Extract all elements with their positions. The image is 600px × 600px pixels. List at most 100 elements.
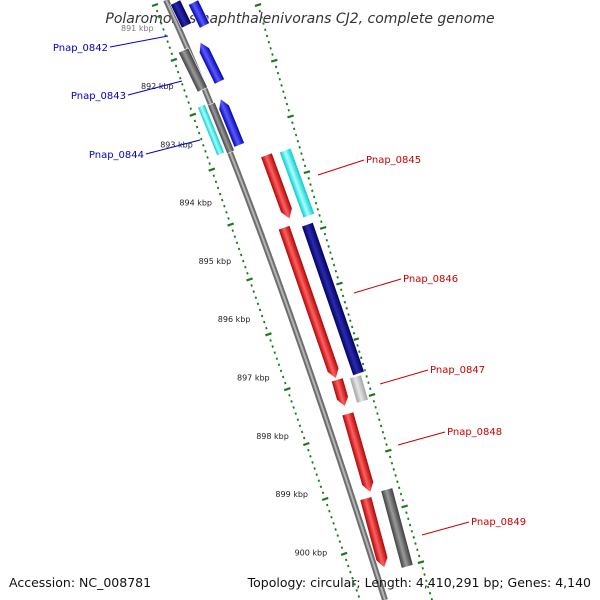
scale-tick <box>374 406 377 409</box>
gene-label[interactable]: Pnap_0842 <box>53 35 169 54</box>
gene-label[interactable]: Pnap_0847 <box>379 365 485 385</box>
scale-tick <box>256 302 260 306</box>
gene-red-arrow <box>331 377 349 407</box>
scale-tick <box>285 102 289 106</box>
gene-label-text[interactable]: Pnap_0843 <box>71 91 126 102</box>
scale-tick <box>390 461 394 465</box>
scale-tick <box>170 57 178 62</box>
gene-label-group: Pnap_0842 Pnap_0843 Pnap_0844 Pnap_0845 Pnap… <box>53 35 526 536</box>
gene-label[interactable]: Pnap_0844 <box>89 139 201 161</box>
scale-tick <box>170 52 174 56</box>
scale-tick <box>155 9 159 13</box>
scale-label: 897 kbp <box>237 374 270 383</box>
scale-tick <box>357 595 361 598</box>
scale-tick <box>200 137 203 141</box>
scale-tick <box>296 418 300 422</box>
scale-tick <box>349 570 352 574</box>
scale-tick <box>376 412 379 415</box>
scale-tick <box>347 564 350 568</box>
scale-tick <box>197 131 201 135</box>
gene-label-text[interactable]: Pnap_0846 <box>403 274 458 285</box>
scale-tick <box>283 387 291 392</box>
scale-tick <box>334 269 338 273</box>
gene-label-text[interactable]: Pnap_0847 <box>430 365 485 376</box>
scale-tick <box>340 551 348 556</box>
scale-tick <box>302 441 310 447</box>
gene-label-text[interactable]: Pnap_0848 <box>447 427 502 438</box>
scale-tick <box>345 307 348 310</box>
scale-tick <box>254 3 262 7</box>
scale-tick <box>225 210 228 214</box>
gene-label-text[interactable]: Pnap_0844 <box>89 150 144 161</box>
scale-tick <box>323 232 327 236</box>
gene-label[interactable]: Pnap_0848 <box>397 427 502 446</box>
gene-label-text[interactable]: Pnap_0842 <box>53 43 108 54</box>
scale-tick <box>383 437 386 440</box>
scale-tick <box>269 339 272 342</box>
scale-tick <box>303 170 311 175</box>
scale-tick <box>307 177 310 180</box>
scale-tick <box>307 448 310 452</box>
gene-label[interactable]: Pnap_0845 <box>317 155 421 176</box>
scale-tick <box>369 387 372 391</box>
scale-tick <box>239 253 243 257</box>
scale-tick <box>350 325 354 329</box>
scale-tick <box>246 271 249 275</box>
scale-tick <box>336 276 339 279</box>
gene-label-text[interactable]: Pnap_0849 <box>471 517 526 528</box>
scale-tick <box>332 263 336 267</box>
scale-tick <box>319 225 327 230</box>
scale-tick <box>417 554 421 558</box>
scale-tick <box>269 47 272 50</box>
scale-tick <box>294 133 298 137</box>
gene-cyan-block <box>279 147 315 219</box>
scale-tick <box>250 284 253 287</box>
scale-tick <box>277 363 281 367</box>
scale-tick <box>410 529 414 533</box>
gene-red-arrow <box>359 496 389 569</box>
scale-tick <box>265 326 268 330</box>
scale-tick <box>287 114 295 119</box>
scale-tick <box>221 198 224 202</box>
scale-tick <box>338 540 342 543</box>
scale-tick <box>428 591 432 595</box>
scale-tick <box>271 53 274 56</box>
scale-tick <box>412 536 415 539</box>
gene-red-arrow <box>277 225 340 380</box>
tick-track-right <box>254 3 433 600</box>
scale-tick <box>321 491 325 495</box>
scale-tick <box>298 424 302 428</box>
scale-tick <box>300 152 303 155</box>
genome-summary: Topology: circular; Length: 4,410,291 bp… <box>247 575 591 590</box>
scale-tick <box>405 511 408 514</box>
scale-tick <box>283 96 287 100</box>
scale-label: 893 kbp <box>160 140 193 149</box>
scale-tick <box>267 40 271 44</box>
scale-tick <box>214 180 218 184</box>
scale-tick <box>302 158 305 162</box>
tick-track-left <box>151 2 361 598</box>
scale-tick <box>416 548 419 552</box>
scale-tick <box>336 534 339 537</box>
scale-tick <box>317 479 321 483</box>
scale-tick <box>401 498 405 502</box>
scale-tick <box>151 2 159 8</box>
scale-tick <box>195 125 199 129</box>
scale-tick <box>227 217 230 220</box>
scale-tick <box>367 381 370 384</box>
gene-navy-block <box>301 221 365 377</box>
scale-tick <box>326 503 329 507</box>
scale-tick <box>414 542 417 545</box>
scale-tick <box>316 207 319 211</box>
gene-label[interactable]: Pnap_0843 <box>71 80 183 102</box>
gene-label[interactable]: Pnap_0849 <box>421 517 526 536</box>
gene-label[interactable]: Pnap_0846 <box>353 274 458 294</box>
scale-tick <box>334 528 337 531</box>
scale-tick <box>258 308 262 312</box>
gene-red-arrow <box>341 411 374 493</box>
gene-label-text[interactable]: Pnap_0845 <box>366 155 421 166</box>
scale-tick <box>336 281 343 286</box>
scale-tick <box>360 356 363 360</box>
scale-tick <box>392 468 395 471</box>
scale-tick <box>227 222 235 227</box>
